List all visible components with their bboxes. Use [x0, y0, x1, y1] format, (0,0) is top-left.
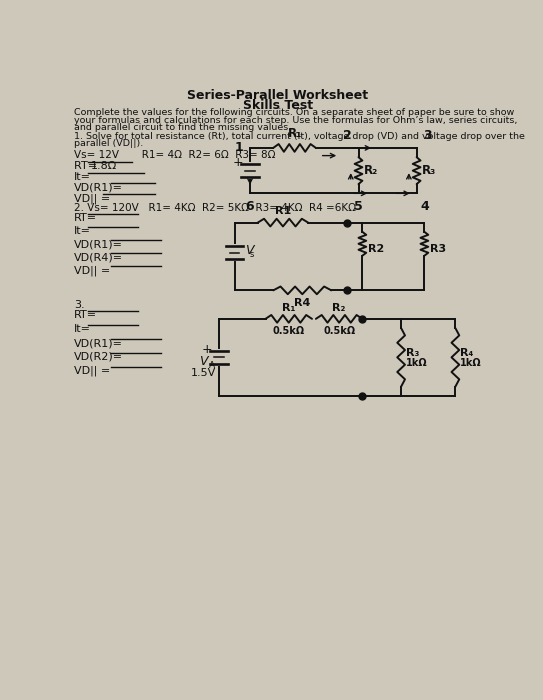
- Text: VD(R1)=: VD(R1)=: [74, 239, 123, 249]
- Text: VD(R1)=: VD(R1)=: [74, 183, 123, 193]
- Text: RT=: RT=: [74, 214, 97, 223]
- Text: 1. Solve for total resistance (Rt), total current (It), voltage drop (VD) and vo: 1. Solve for total resistance (Rt), tota…: [74, 132, 525, 141]
- Text: It=: It=: [74, 172, 91, 182]
- Text: R2: R2: [368, 244, 384, 254]
- Text: 0.5kΩ: 0.5kΩ: [323, 326, 355, 336]
- Text: A: A: [209, 360, 215, 370]
- Text: VD|| =: VD|| =: [74, 366, 110, 377]
- Text: +: +: [232, 156, 243, 169]
- Text: R3: R3: [430, 244, 446, 254]
- Text: 1: 1: [235, 141, 244, 155]
- Text: VD|| =: VD|| =: [74, 266, 110, 276]
- Text: 1.8Ω: 1.8Ω: [91, 161, 117, 171]
- Text: Skills Test: Skills Test: [243, 99, 313, 111]
- Text: V: V: [244, 244, 253, 257]
- Text: R1: R1: [275, 206, 291, 216]
- Text: 1.5V: 1.5V: [191, 368, 216, 378]
- Text: Vs= 12V       R1= 4Ω  R2= 6Ω  R3= 8Ω: Vs= 12V R1= 4Ω R2= 6Ω R3= 8Ω: [74, 150, 276, 160]
- Text: RT=: RT=: [74, 310, 97, 321]
- Text: R₁: R₁: [287, 127, 302, 140]
- Text: and parallel circuit to find the missing values.: and parallel circuit to find the missing…: [74, 123, 292, 132]
- Text: VD(R2)=: VD(R2)=: [74, 352, 123, 362]
- Text: 3.: 3.: [74, 300, 85, 309]
- Text: 1kΩ: 1kΩ: [460, 358, 482, 368]
- Text: s: s: [250, 250, 254, 259]
- Text: your formulas and calculations for each step. Use the formulas for Ohm’s law, se: your formulas and calculations for each …: [74, 116, 517, 125]
- Text: V: V: [199, 355, 208, 368]
- Text: R₁: R₁: [282, 302, 295, 313]
- Text: VD(R4)=: VD(R4)=: [74, 253, 123, 262]
- Text: R₂: R₂: [332, 302, 346, 313]
- Text: 2. Vs= 120V   R1= 4KΩ  R2= 5KΩ  R3= 4KΩ  R4 =6KΩ: 2. Vs= 120V R1= 4KΩ R2= 5KΩ R3= 4KΩ R4 =…: [74, 202, 356, 213]
- Text: 0.5kΩ: 0.5kΩ: [273, 326, 305, 336]
- Text: Complete the values for the following circuits. On a separate sheet of paper be : Complete the values for the following ci…: [74, 108, 514, 117]
- Text: 5: 5: [354, 199, 363, 213]
- Text: 1kΩ: 1kΩ: [406, 358, 427, 368]
- Text: +: +: [202, 343, 213, 356]
- Text: R4: R4: [294, 298, 311, 308]
- Text: 4: 4: [420, 199, 430, 213]
- Text: It=: It=: [74, 227, 91, 237]
- Text: R₃: R₃: [422, 164, 436, 177]
- Text: It=: It=: [74, 324, 91, 334]
- Text: 3: 3: [423, 129, 432, 141]
- Text: R₂: R₂: [364, 164, 378, 177]
- Text: parallel (VD||).: parallel (VD||).: [74, 139, 143, 148]
- Text: Series-Parallel Worksheet: Series-Parallel Worksheet: [187, 90, 369, 102]
- Text: RT=: RT=: [74, 161, 100, 171]
- Text: VD(R1)=: VD(R1)=: [74, 338, 123, 348]
- Text: R₄: R₄: [460, 349, 473, 358]
- Text: R₃: R₃: [406, 349, 419, 358]
- Text: VD|| =: VD|| =: [74, 193, 110, 204]
- Text: 6: 6: [245, 199, 254, 213]
- Text: 2: 2: [343, 129, 351, 141]
